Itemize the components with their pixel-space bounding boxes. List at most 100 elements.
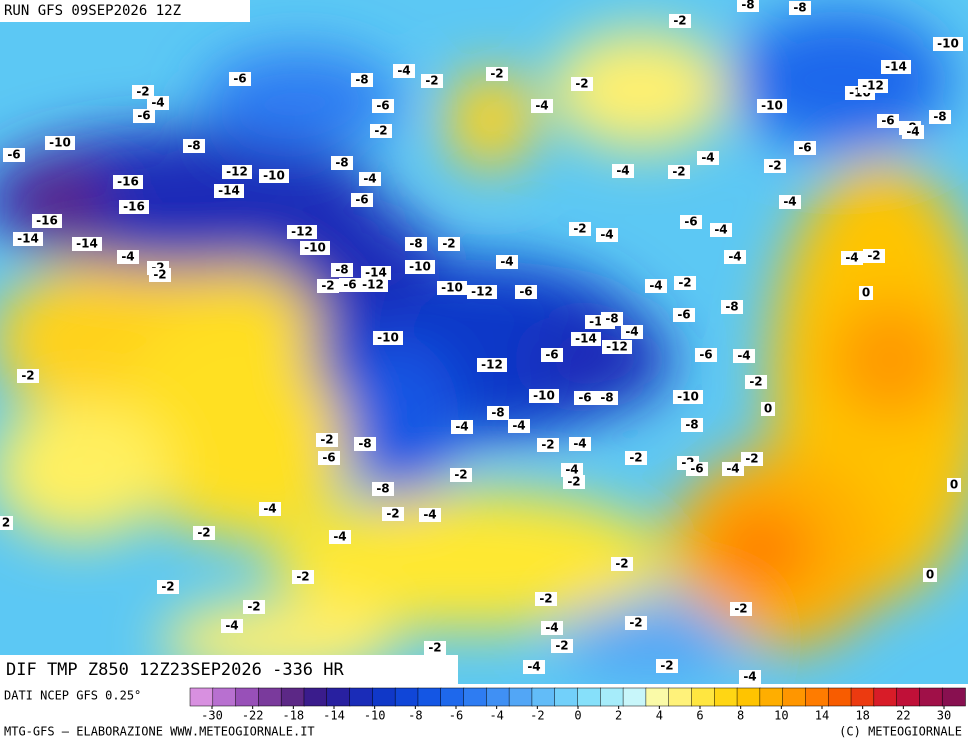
contour-label: -2 xyxy=(672,165,685,179)
contour-label-bg xyxy=(794,141,816,155)
contour-label: -2 xyxy=(615,557,628,571)
contour-label-bg xyxy=(133,109,155,123)
contour-label: -10 xyxy=(409,260,431,274)
contour-label: -16 xyxy=(36,214,58,228)
contour-label-bg xyxy=(496,255,518,269)
contour-label: -2 xyxy=(136,85,149,99)
contour-label: -2 xyxy=(749,375,762,389)
contour-label-bg xyxy=(372,482,394,496)
contour-label-bg xyxy=(947,478,961,492)
contour-label-bg xyxy=(316,433,338,447)
contour-label-bg xyxy=(421,74,443,88)
contour-label: -14 xyxy=(76,237,98,251)
contour-label-bg xyxy=(881,60,911,74)
contour-label: -2 xyxy=(541,438,554,452)
colorbar-tick-label: -8 xyxy=(408,709,422,723)
contour-label: -4 xyxy=(906,125,919,139)
contour-label: -2 xyxy=(567,475,580,489)
contour-label-bg xyxy=(359,172,381,186)
contour-label: -2 xyxy=(153,268,166,282)
contour-label-bg xyxy=(680,215,702,229)
colorbar-swatch xyxy=(805,687,829,707)
contour-label: -4 xyxy=(225,619,238,633)
contour-label-bg xyxy=(537,438,559,452)
colorbar-tick-label: 2 xyxy=(615,709,622,723)
colorbar-tick-label: 30 xyxy=(937,709,951,723)
contour-label-bg xyxy=(669,14,691,28)
contour-label-bg xyxy=(157,580,179,594)
contour-label: -2 xyxy=(442,237,455,251)
contour-label-bg xyxy=(119,200,149,214)
contour-label-bg xyxy=(508,419,530,433)
contour-label: -8 xyxy=(187,139,200,153)
contour-label-bg xyxy=(745,375,767,389)
contour-label: -8 xyxy=(933,110,946,124)
contour-label: -2 xyxy=(555,639,568,653)
contour-label-bg xyxy=(730,602,752,616)
contour-label: -4 xyxy=(845,251,858,265)
title-bg xyxy=(0,655,458,684)
contour-label-bg xyxy=(541,348,563,362)
contour-label: 0 xyxy=(950,478,958,492)
contour-label-bg xyxy=(339,278,361,292)
contour-label: -14 xyxy=(218,184,240,198)
contour-label-bg xyxy=(13,232,43,246)
contour-label-bg xyxy=(405,260,435,274)
colorbar-swatch xyxy=(189,687,214,707)
contour-label-bg xyxy=(841,251,863,265)
contour-label-bg xyxy=(779,195,801,209)
contour-label: -6 xyxy=(519,285,532,299)
contour-label: -4 xyxy=(151,96,164,110)
colorbar-tick-label: -18 xyxy=(282,709,304,723)
colorbar-swatch xyxy=(486,687,510,707)
contour-label: -6 xyxy=(684,215,697,229)
contour-label: -2 xyxy=(629,451,642,465)
colorbar-swatch xyxy=(782,687,807,707)
contour-label-bg xyxy=(523,660,545,674)
contour-label: -4 xyxy=(121,250,134,264)
contour-label-bg xyxy=(541,621,563,635)
contour-label: -2 xyxy=(573,222,586,236)
contour-label-bg xyxy=(625,451,647,465)
contour-label: -4 xyxy=(573,437,586,451)
contour-label: -6 xyxy=(545,348,558,362)
contour-label: -12 xyxy=(291,225,313,239)
contour-label-bg xyxy=(372,99,394,113)
colorbar-tick-label: 0 xyxy=(574,709,581,723)
contour-label-bg xyxy=(733,349,755,363)
contour-label: -6 xyxy=(376,99,389,113)
contour-label: 0 xyxy=(862,286,870,300)
run-label: RUN GFS 09SEP2026 12Z xyxy=(4,3,181,19)
contour-label-bg xyxy=(515,285,537,299)
contour-label: -6 xyxy=(355,193,368,207)
contour-label: -8 xyxy=(793,1,806,15)
colorbar-swatch xyxy=(326,687,351,707)
contour-label-bg xyxy=(668,165,690,179)
contour-label-bg xyxy=(761,402,775,416)
contour-label-bg xyxy=(721,300,743,314)
contour-label-bg xyxy=(681,418,703,432)
colorbar-tick-label: -2 xyxy=(530,709,544,723)
contour-label: -2 xyxy=(745,452,758,466)
contour-label-bg xyxy=(569,222,591,236)
colorbar-swatch xyxy=(303,687,328,707)
contour-label: -8 xyxy=(491,406,504,420)
contour-label-bg xyxy=(72,237,102,251)
contour-label-bg xyxy=(739,670,761,684)
contour-label-bg xyxy=(113,175,143,189)
source-label: DATI NCEP GFS 0.25° xyxy=(4,689,141,703)
contour-label-bg xyxy=(259,169,289,183)
contour-label-bg xyxy=(686,462,708,476)
contour-label: -4 xyxy=(565,463,578,477)
contour-label-bg xyxy=(17,369,39,383)
contour-label-bg xyxy=(318,451,340,465)
contour-label-bg xyxy=(612,164,634,178)
contour-label-bg xyxy=(317,279,339,293)
contour-label-bg xyxy=(674,276,696,290)
contour-label-bg xyxy=(149,268,171,282)
contour-label-bg xyxy=(405,237,427,251)
contour-label: -2 xyxy=(428,641,441,655)
contour-label-bg xyxy=(863,249,885,263)
contour-label: -6 xyxy=(343,278,356,292)
contour-label-bg xyxy=(329,530,351,544)
